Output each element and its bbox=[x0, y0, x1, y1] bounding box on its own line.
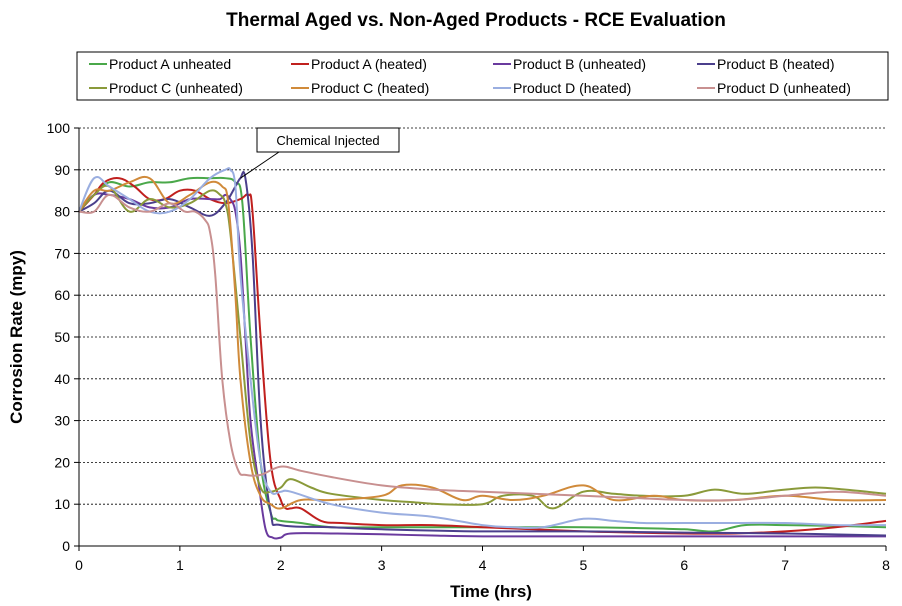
x-tick-label: 4 bbox=[479, 557, 487, 573]
y-tick-label: 70 bbox=[54, 245, 70, 261]
series-line-4 bbox=[78, 170, 887, 537]
tick-labels: 0 10 20 30 40 50 60 70 80 90 100 0 1 2 3 4 5 6 7 8 bbox=[47, 120, 890, 573]
y-tick-label: 80 bbox=[54, 204, 70, 220]
y-tick-label: 20 bbox=[54, 454, 70, 470]
series-line-7 bbox=[78, 167, 887, 529]
x-axis-title: Time (hrs) bbox=[450, 582, 532, 601]
legend-label: Product A (heated) bbox=[311, 56, 427, 72]
x-tick-label: 5 bbox=[579, 557, 587, 573]
legend-label: Product D (heated) bbox=[513, 80, 631, 96]
series-line-3 bbox=[78, 192, 886, 540]
axes bbox=[74, 127, 887, 551]
chart-title: Thermal Aged vs. Non-Aged Products - RCE… bbox=[226, 10, 726, 31]
y-tick-label: 40 bbox=[54, 371, 70, 387]
x-tick-label: 7 bbox=[781, 557, 789, 573]
y-tick-label: 30 bbox=[54, 413, 70, 429]
legend-label: Product B (unheated) bbox=[513, 56, 646, 72]
legend-box bbox=[76, 51, 889, 101]
series-line-8 bbox=[78, 193, 887, 502]
annotation-text: Chemical Injected bbox=[276, 133, 379, 148]
y-tick-label: 90 bbox=[54, 162, 70, 178]
legend-label: Product B (heated) bbox=[717, 56, 835, 72]
series-line-2 bbox=[78, 177, 887, 535]
x-tick-label: 1 bbox=[176, 557, 184, 573]
series-line-5 bbox=[78, 184, 887, 510]
legend-label: Product D (unheated) bbox=[717, 80, 851, 96]
series-line-6 bbox=[78, 175, 887, 510]
x-tick-label: 8 bbox=[882, 557, 890, 573]
legend: Product A unheated Product A (heated) Prod… bbox=[89, 56, 851, 96]
x-tick-label: 6 bbox=[680, 557, 688, 573]
annotation-box bbox=[256, 127, 400, 153]
y-tick-label: 0 bbox=[62, 538, 70, 554]
x-tick-label: 2 bbox=[277, 557, 285, 573]
annotation: Chemical Injected bbox=[240, 127, 400, 179]
series-lines bbox=[78, 167, 887, 540]
y-axis-title: Corrosion Rate (mpy) bbox=[7, 250, 26, 424]
x-tick-label: 0 bbox=[75, 557, 83, 573]
legend-label: Product A unheated bbox=[109, 56, 231, 72]
gridlines bbox=[79, 127, 886, 505]
annotation-leader bbox=[240, 151, 280, 179]
y-tick-label: 50 bbox=[54, 329, 70, 345]
y-tick-label: 100 bbox=[47, 120, 71, 136]
legend-label: Product C (heated) bbox=[311, 80, 429, 96]
x-tick-label: 3 bbox=[378, 557, 386, 573]
y-tick-label: 10 bbox=[54, 496, 70, 512]
legend-label: Product C (unheated) bbox=[109, 80, 243, 96]
series-line-1 bbox=[78, 176, 887, 533]
y-tick-label: 60 bbox=[54, 287, 70, 303]
